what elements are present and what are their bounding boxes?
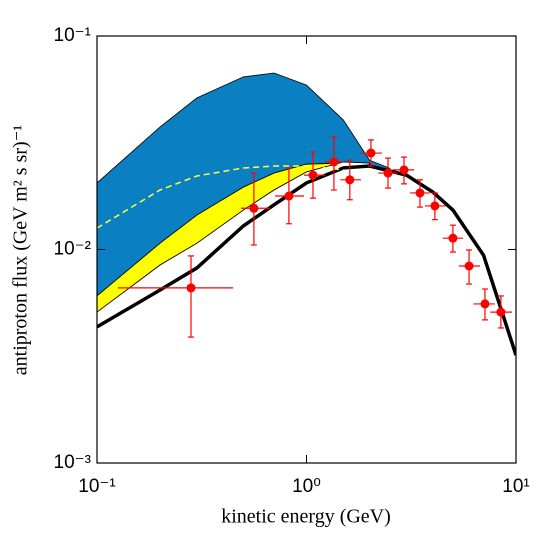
data-point bbox=[284, 191, 294, 201]
data-point bbox=[448, 233, 458, 243]
data-point bbox=[480, 299, 490, 309]
data-point bbox=[186, 283, 196, 293]
data-point bbox=[308, 170, 318, 180]
data-point bbox=[464, 261, 474, 271]
y-tick-label: 10⁻³ bbox=[54, 452, 92, 473]
data-point bbox=[415, 188, 425, 198]
data-point bbox=[430, 201, 440, 211]
data-point bbox=[249, 203, 259, 213]
data-point bbox=[496, 307, 506, 317]
x-axis-label: kinetic energy (GeV) bbox=[221, 506, 391, 528]
data-point bbox=[399, 165, 409, 175]
y-axis-label: antiproton flux (GeV m² s sr)⁻¹ bbox=[10, 125, 32, 375]
y-tick-label: 10⁻¹ bbox=[54, 25, 92, 46]
axes-layer: 10⁻¹ 10⁰ 10¹ 10⁻³ 10⁻² 10⁻¹ bbox=[54, 25, 530, 497]
y-tick-label: 10⁻² bbox=[54, 239, 92, 260]
data-point bbox=[366, 148, 376, 158]
x-tick-label: 10⁰ bbox=[292, 476, 321, 497]
x-tick-label: 10¹ bbox=[502, 476, 529, 497]
data-point bbox=[329, 157, 339, 167]
plot-frame bbox=[96, 35, 517, 464]
x-tick-label: 10⁻¹ bbox=[78, 476, 116, 497]
data-point bbox=[383, 168, 393, 178]
plot-layer bbox=[97, 72, 516, 356]
data-point bbox=[345, 175, 355, 185]
series-line bbox=[97, 165, 344, 229]
series-line bbox=[97, 164, 516, 356]
